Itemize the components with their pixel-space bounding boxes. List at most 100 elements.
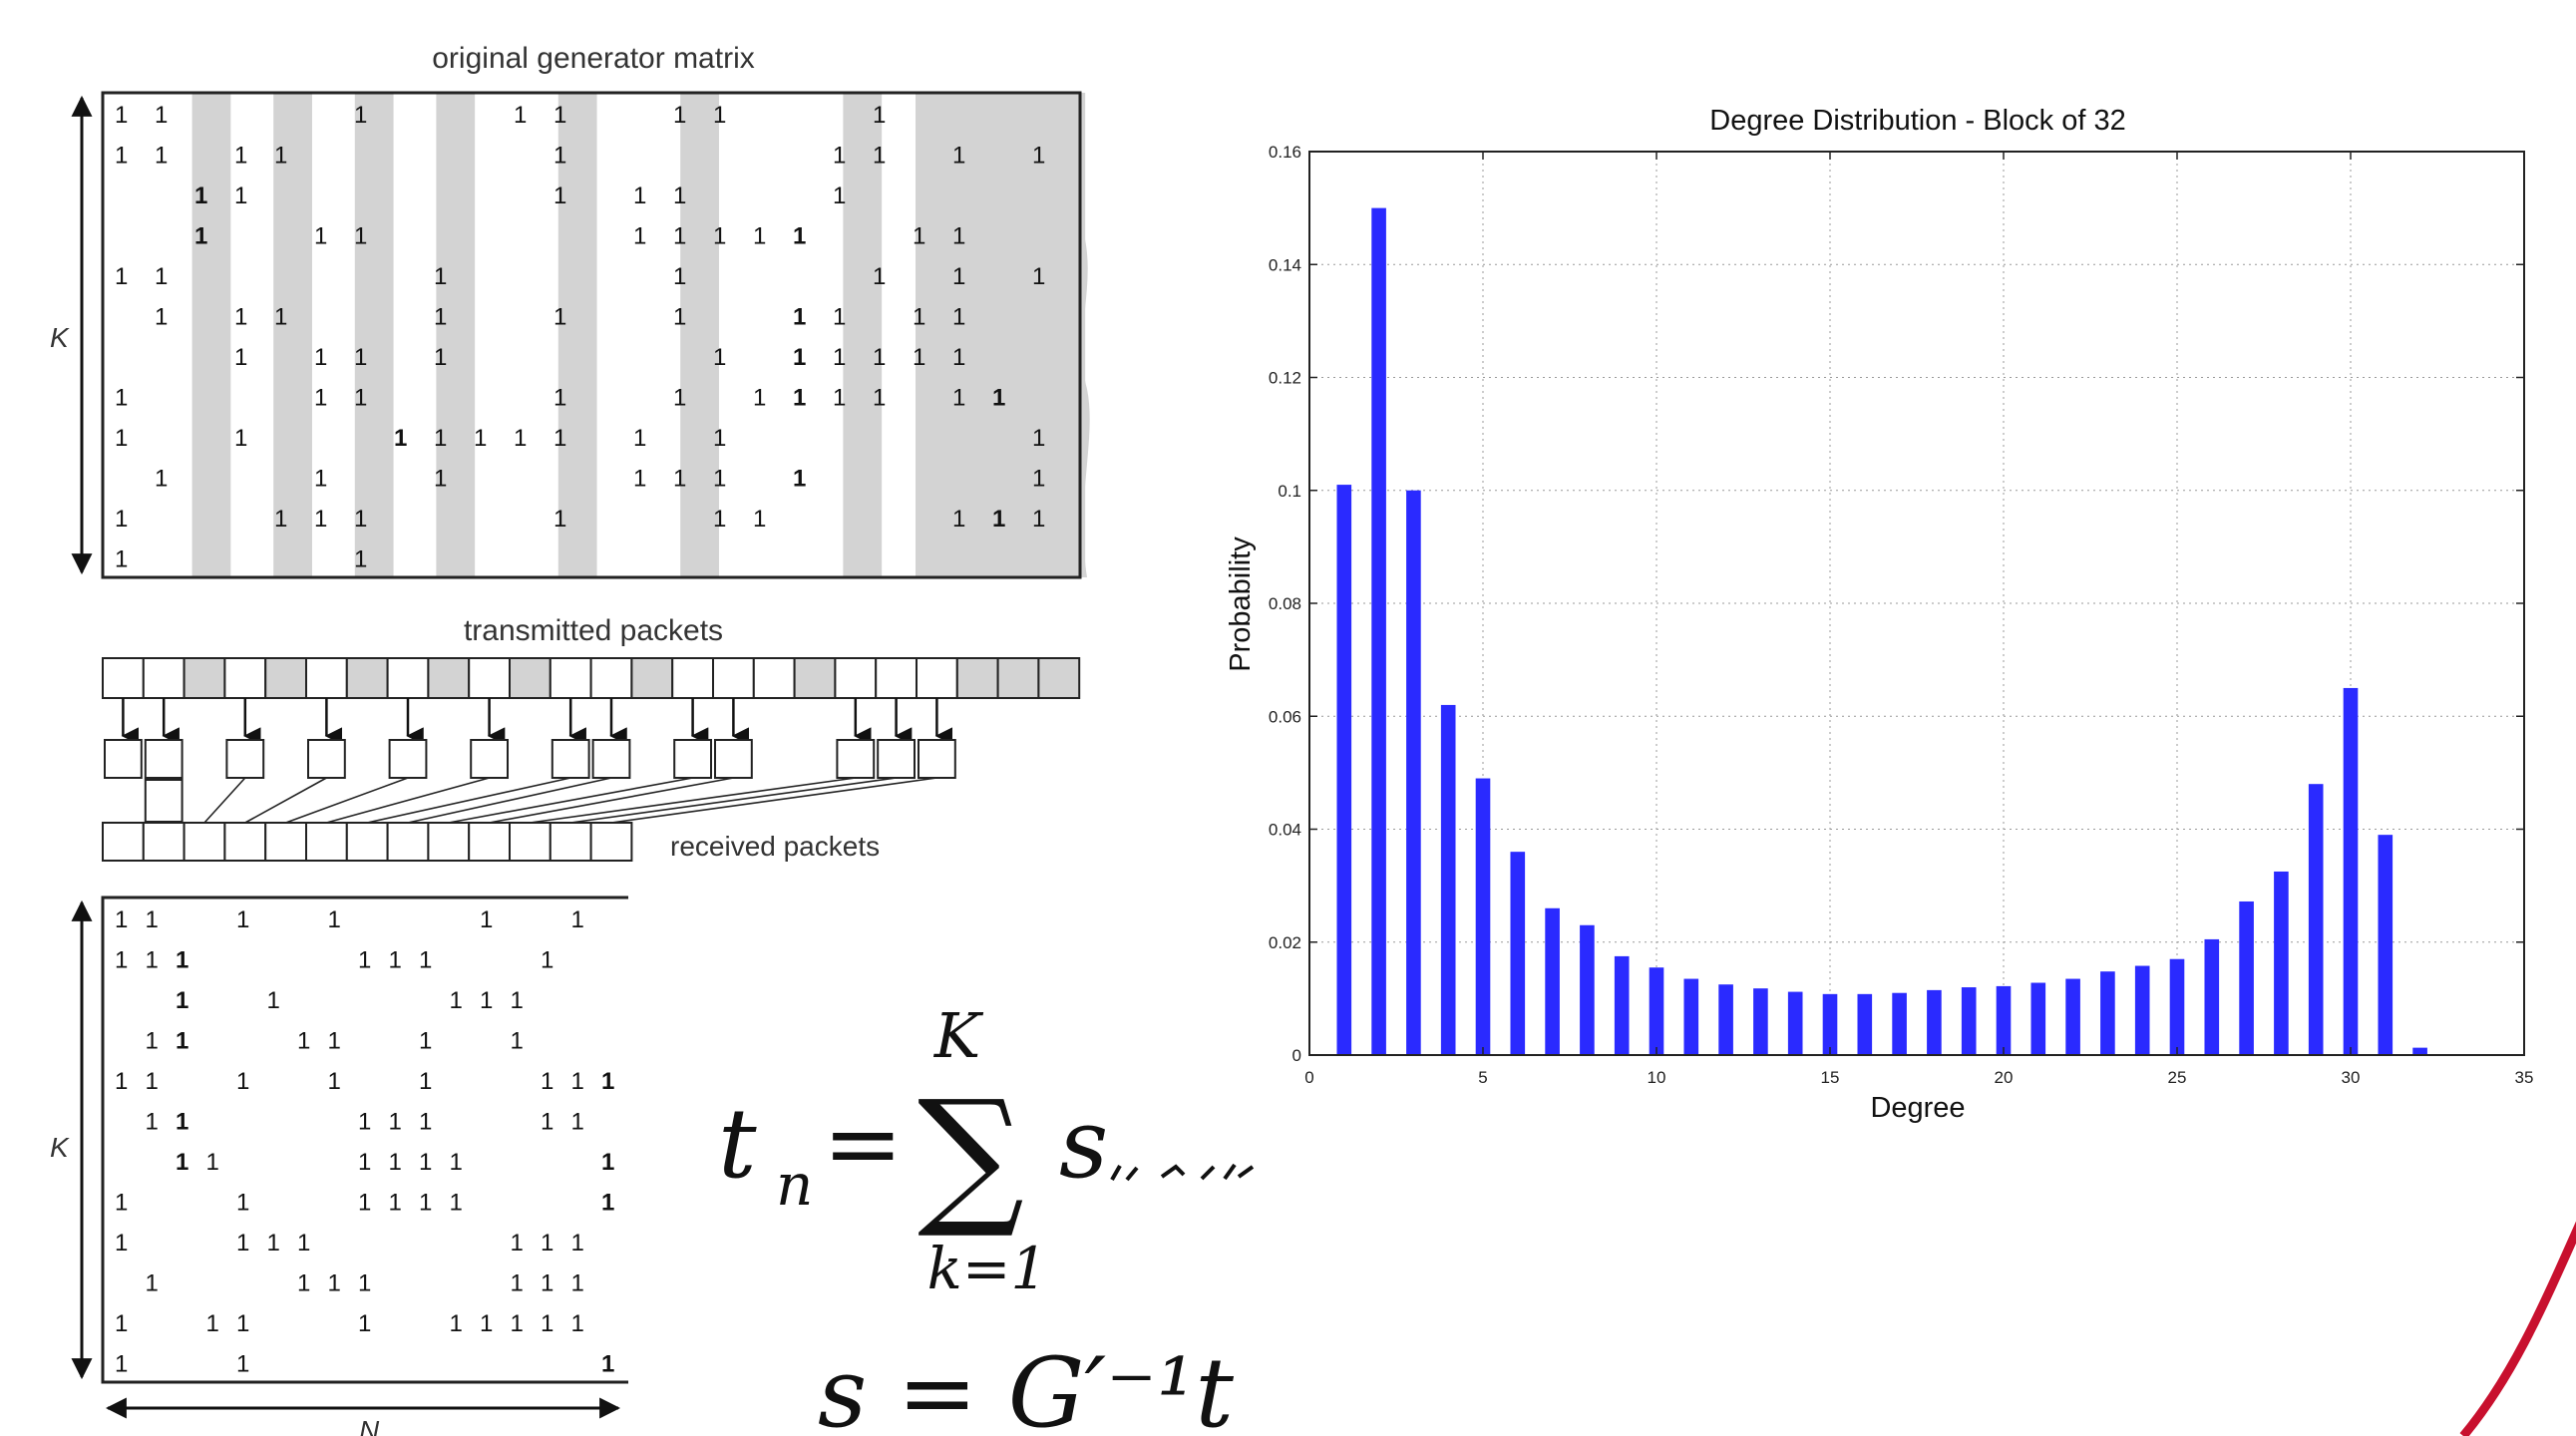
received-packet-slot: [345, 822, 389, 862]
matrix-entry: 1: [633, 466, 646, 493]
matrix-entry: 1: [155, 263, 168, 290]
matrix-entry: 1: [155, 102, 168, 129]
received-packet-slot: [305, 822, 348, 862]
bar: [1510, 852, 1526, 1055]
matrix-entry: 1: [541, 1270, 553, 1297]
matrix-entry: 1: [236, 1230, 249, 1256]
received-packet: [104, 739, 143, 779]
bar: [1614, 955, 1630, 1055]
reorder-line: [203, 777, 246, 824]
eq1-summation: ∑: [918, 1069, 1024, 1243]
matrix-entry: 1: [553, 385, 566, 412]
transmitted-packet: [793, 657, 837, 699]
eq2: s = G′⁻¹t: [818, 1337, 1234, 1436]
transmitted-packet: [589, 657, 633, 699]
matrix-entry: 1: [713, 466, 726, 493]
transmitted-packet: [305, 657, 348, 699]
reorder-line: [530, 777, 856, 824]
y-tick-label: 0.08: [1269, 594, 1301, 613]
transmitted-packet: [875, 657, 919, 699]
matrix-entry: 1: [553, 102, 566, 129]
matrix-entry: 1: [673, 182, 686, 209]
matrix-entry: 1: [474, 425, 487, 452]
received-packet-slot: [223, 822, 267, 862]
plot-frame: [1308, 151, 2525, 1056]
received-packet-slot: [264, 822, 308, 862]
matrix-entry: 1: [328, 1068, 341, 1095]
x-tick-label: 5: [1478, 1068, 1487, 1087]
received-packet: [144, 739, 184, 779]
matrix-entry: 1: [541, 1109, 553, 1136]
matrix-entry: 1: [873, 143, 886, 170]
matrix-entry: 1: [673, 304, 686, 331]
matrix-entry: 1: [314, 223, 327, 250]
matrix-entry: 1: [713, 425, 726, 452]
matrix-entry: 1: [673, 263, 686, 290]
matrix-entry: 1: [571, 1109, 584, 1136]
shaded-column: [354, 93, 394, 577]
matrix-entry: 1: [1032, 506, 1045, 533]
received-packet-boxes: [104, 739, 956, 823]
matrix-entry: 1: [873, 385, 886, 412]
transmitted-packet: [468, 657, 512, 699]
matrix-entry: 1: [146, 906, 159, 933]
matrix-entry: 1: [297, 1028, 310, 1055]
received-packet-slot: [102, 822, 145, 862]
matrix-entry: 1: [115, 102, 128, 129]
transmitted-packet: [955, 657, 999, 699]
matrix-entry: 1: [267, 987, 280, 1014]
reorder-lines: [203, 777, 937, 824]
matrix-entry: 1: [115, 425, 128, 452]
reorder-line: [326, 777, 490, 824]
matrix-entry: 1: [992, 385, 1005, 412]
generator-matrix-diagram: original generator matrix 1 1 1 1 1 1 1 11 1 1 1 1 1…: [50, 42, 1090, 1436]
n-label: N: [359, 1415, 380, 1436]
transmitted-packet: [345, 657, 389, 699]
matrix-entry: 1: [713, 344, 726, 371]
received-packet: [836, 739, 876, 779]
bar: [1718, 984, 1733, 1055]
matrix-entry: 1: [419, 1109, 432, 1136]
top-matrix-border: [101, 91, 1082, 579]
matrix-entry: 1: [297, 1270, 310, 1297]
matrix-entry: 1: [176, 1028, 188, 1055]
matrix-entry: 1: [541, 1068, 553, 1095]
received-packets-row: [102, 822, 633, 862]
matrix-entry: 1: [952, 506, 965, 533]
transmitted-packet: [142, 657, 185, 699]
y-tick-label: 0: [1292, 1046, 1301, 1065]
matrix-entry: 1: [236, 1310, 249, 1337]
matrix-entry: 1: [480, 1310, 493, 1337]
shaded-block: [916, 93, 1080, 577]
matrix-entry: 1: [314, 466, 327, 493]
bar: [1371, 207, 1386, 1055]
shaded-column: [843, 93, 883, 577]
shaded-column: [436, 93, 476, 577]
x-axis-label: Degree: [1870, 1092, 1965, 1124]
chart-bars: [1336, 207, 2427, 1055]
matrix-entry: 1: [176, 1149, 188, 1176]
matrix-entry: 1: [115, 906, 128, 933]
matrix-entry: 1: [358, 1310, 371, 1337]
transmitted-packets-row: [102, 657, 1081, 699]
matrix-entry: 1: [434, 263, 447, 290]
matrix-entry: 1: [389, 1109, 402, 1136]
matrix-entry: 1: [450, 1190, 463, 1217]
bar: [1822, 993, 1838, 1055]
bar: [2343, 687, 2359, 1055]
y-tick-label: 0.04: [1269, 821, 1301, 840]
received-packet: [307, 739, 346, 779]
chart-grid: [1309, 152, 2524, 1055]
received-packet-slot: [468, 822, 512, 862]
x-tick-label: 20: [1995, 1068, 2014, 1087]
matrix-entry: 1: [553, 506, 566, 533]
matrix-entry: 1: [571, 906, 584, 933]
received-packet-slot: [386, 822, 430, 862]
k-label-bottom: K: [50, 1132, 70, 1163]
transmitted-packet: [671, 657, 715, 699]
matrix-entry: 1: [480, 906, 493, 933]
chart-ticks: 0 5 10 15 20 25 30 35 0 0.02 0.04 0.06 0.08 0.1 0.12 0.…: [1269, 143, 2534, 1087]
equations: t n = ∑ K k=1 s s = G′⁻¹t: [718, 999, 1255, 1436]
transmitted-packet: [549, 657, 592, 699]
matrix-entry: 1: [873, 344, 886, 371]
